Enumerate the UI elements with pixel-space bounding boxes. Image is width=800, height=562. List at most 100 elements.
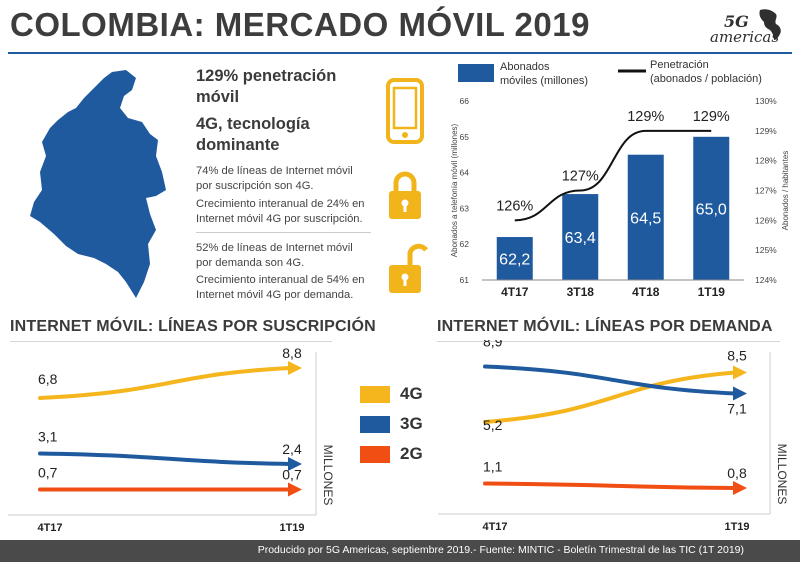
- x-tick-label: 4T17: [482, 521, 507, 533]
- y-tick-label: 66: [460, 96, 470, 106]
- legend-label-penetration-line-2: (abonados / población): [650, 73, 762, 85]
- y-axis-title: MILLONES: [775, 444, 789, 505]
- y-tick-label: 65: [460, 132, 470, 142]
- penetration-line: [514, 129, 712, 222]
- y2-tick-label: 130%: [755, 96, 777, 106]
- x-tick-label: 3T18: [567, 285, 595, 299]
- value-label-end-3g: 2,4: [282, 441, 302, 457]
- x-tick-label: 4T17: [501, 285, 529, 299]
- headline-penetration: 129% penetración móvil: [196, 67, 337, 106]
- para-4g-growth-demand: Crecimiento interanual de 54% en Interne…: [196, 274, 365, 301]
- x-tick-label: 4T18: [632, 285, 660, 299]
- line-4g: [483, 370, 737, 424]
- demand-lines-chart: 5,2 8,5 8,9 7,1 1,1 0,8 4T17 1T19 MILLONES: [438, 340, 789, 533]
- logo-5g-text: 5G: [724, 12, 749, 31]
- mobile-phone-icon: [386, 78, 424, 144]
- y2-tick-label: 124%: [755, 275, 777, 285]
- bar-value-label: 63,4: [565, 230, 596, 247]
- title-divider: [8, 52, 792, 54]
- value-label-end-2g: 0,7: [282, 467, 302, 483]
- bar-value-label: 64,5: [630, 210, 661, 227]
- subscribers-bar-chart: Abonados móviles (millones) Penetración (ab…: [450, 59, 790, 299]
- line-3g: [38, 451, 292, 466]
- y-axis-title: Abonados a telefonía móvil (millones): [450, 123, 459, 257]
- legend-label-bars-line-1: Abonados: [500, 61, 550, 73]
- y-tick-label: 62: [460, 239, 470, 249]
- y-axis-title: MILLONES: [321, 445, 335, 506]
- legend-swatch-4g: [360, 386, 390, 403]
- bar-1T19: [693, 136, 730, 280]
- lock-closed-icon: [389, 171, 421, 219]
- value-label-end-4g: 8,5: [727, 348, 747, 364]
- section-divider-demand: [437, 341, 780, 342]
- para-4g-share-demand: 52% de líneas de Internet móvil por dema…: [196, 242, 353, 269]
- arrow-head-4g: [288, 361, 302, 375]
- arrow-head-2g: [733, 481, 747, 495]
- x-tick-label: 1T19: [279, 522, 304, 534]
- penetration-label: 127%: [562, 169, 599, 185]
- legend-swatch-2g: [360, 446, 390, 463]
- bar-4T18: [627, 154, 664, 280]
- value-label-start-2g: 1,1: [483, 459, 503, 475]
- logo: 5G americas: [706, 4, 792, 50]
- para-4g-share-subscription: 74% de líneas de Internet móvil por susc…: [196, 165, 353, 192]
- section-divider-subscription: [10, 341, 332, 342]
- legend-swatch-3g: [360, 416, 390, 433]
- subscription-lines-chart: 6,8 8,8 3,1 2,4 0,7 0,7 4T17 1T19 MILLONES: [8, 345, 335, 534]
- value-label-start-4g: 5,2: [483, 417, 503, 433]
- y2-tick-label: 126%: [755, 215, 777, 225]
- arrow-head-3g: [733, 386, 747, 401]
- legend-label-bars-line-2: móviles (millones): [500, 75, 588, 87]
- y-tick-label: 63: [460, 203, 470, 213]
- line-2g: [483, 481, 737, 490]
- value-label-start-2g: 0,7: [38, 465, 58, 481]
- x-tick-label: 4T17: [37, 522, 62, 534]
- colombia-map-icon: [30, 70, 166, 298]
- legend-label-bars: Abonados móviles (millones): [500, 61, 588, 87]
- y2-axis-title: Abonados / habitantes: [781, 151, 790, 231]
- x-tick-label: 1T19: [698, 285, 726, 299]
- legend-swatch-bars: [458, 64, 494, 82]
- y2-tick-label: 125%: [755, 245, 777, 255]
- y2-tick-label: 129%: [755, 126, 777, 136]
- page-title: COLOMBIA: MERCADO MÓVIL 2019: [10, 6, 590, 43]
- penetration-label: 129%: [627, 109, 664, 125]
- lock-open-icon: [389, 243, 428, 293]
- footer-bar: Producido por 5G Americas, septiembre 20…: [0, 540, 800, 562]
- bar-4T17: [496, 237, 533, 280]
- bar-value-label: 65,0: [696, 201, 727, 218]
- headline-4g: 4G, tecnología dominante: [196, 115, 310, 154]
- value-label-end-3g: 7,1: [727, 401, 747, 417]
- section-title-demand: INTERNET MÓVIL: LÍNEAS POR DEMANDA: [437, 318, 773, 335]
- value-label-end-2g: 0,8: [727, 465, 747, 481]
- bar-value-label: 62,2: [499, 252, 530, 269]
- americas-map-icon: [759, 9, 781, 41]
- legend-label-4g: 4G: [400, 384, 423, 403]
- summary-divider: [196, 232, 371, 233]
- y-tick-label: 61: [460, 275, 470, 285]
- x-tick-label: 1T19: [724, 521, 749, 533]
- value-label-end-4g: 8,8: [282, 345, 302, 361]
- legend-label-penetration-line-1: Penetración: [650, 59, 709, 71]
- y-tick-label: 64: [460, 168, 470, 178]
- logo-americas-text: americas: [710, 28, 780, 46]
- arrow-head-2g: [288, 482, 302, 497]
- legend-label-2g: 2G: [400, 444, 423, 463]
- footer-source-text: Producido por 5G Americas, septiembre 20…: [257, 544, 744, 556]
- penetration-label: 126%: [496, 198, 533, 214]
- value-label-start-3g: 3,1: [38, 429, 58, 445]
- y2-tick-label: 127%: [755, 186, 777, 196]
- section-title-subscription: INTERNET MÓVIL: LÍNEAS POR SUSCRIPCIÓN: [10, 318, 376, 335]
- para-4g-growth-subscription: Crecimiento interanual de 24% en Interne…: [196, 198, 365, 225]
- bar-3T18: [562, 194, 599, 280]
- arrow-head-4g: [733, 365, 747, 380]
- arrow-head-3g: [288, 457, 302, 471]
- value-label-start-4g: 6,8: [38, 371, 58, 387]
- line-4g: [38, 366, 292, 400]
- legend-label-3g: 3G: [400, 414, 423, 433]
- line-3g: [483, 364, 737, 396]
- y2-tick-label: 128%: [755, 156, 777, 166]
- penetration-label: 129%: [693, 109, 730, 125]
- legend-label-penetration: Penetración (abonados / población): [650, 59, 762, 85]
- value-label-start-3g: 8,9: [483, 340, 503, 350]
